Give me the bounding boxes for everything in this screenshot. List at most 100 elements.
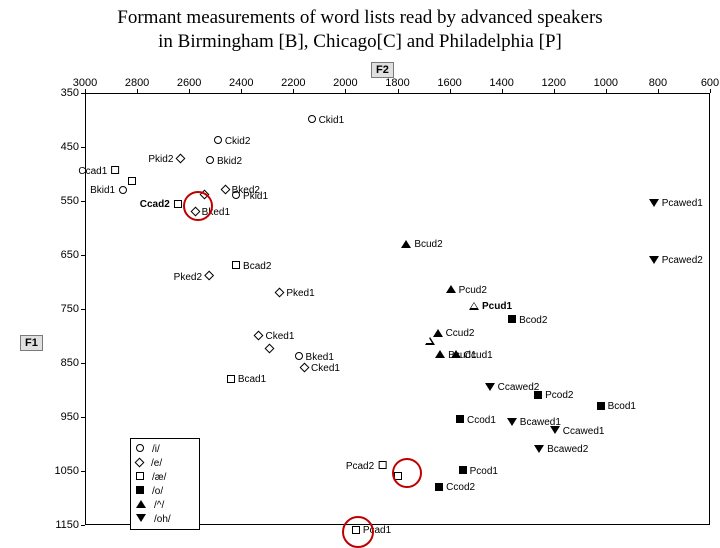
marker-square-solid-icon [459,466,467,474]
x-tick-label: 600 [690,77,720,89]
marker-circle-open-icon [295,352,303,360]
data-point: Pcod1 [459,466,498,476]
data-point: Ccawed2 [485,382,540,392]
marker-diamond-open-icon [176,153,186,163]
point-label: Ccad2 [140,199,170,210]
axis-label-f2: F2 [371,62,394,78]
marker-tri-up-solid-icon [401,240,411,248]
legend-label: /e/ [151,458,162,469]
point-label: Ckid1 [319,115,345,126]
legend-marker-icon [136,444,144,452]
x-tick-label: 2800 [117,77,157,89]
point-label: Bcod1 [608,401,636,412]
legend-item: /^/ [136,498,194,512]
data-point: Cked1 [255,331,294,341]
data-point: Bcod1 [597,401,636,411]
data-point: Pcod2 [534,390,573,400]
marker-diamond-open-icon [205,271,215,281]
data-point: Bcad2 [232,261,271,271]
legend-label: /i/ [152,444,160,455]
data-point: Pked1 [276,288,314,298]
data-point: Ccod1 [456,415,496,425]
data-point: Cked1 [301,363,340,373]
data-point: Ccad1 [78,166,119,176]
marker-circle-open-icon [308,115,316,123]
point-label: Bcawed2 [547,444,588,455]
x-tick-label: 2000 [325,77,365,89]
marker-square-open-icon [232,261,240,269]
point-label: Pcod1 [470,466,498,477]
chart-title: Formant measurements of word lists read … [0,6,720,54]
marker-tri-dn-solid-icon [534,445,544,453]
data-point: Bcod2 [508,315,547,325]
highlight-circle [183,191,213,221]
data-point: Pcud2 [446,285,487,295]
point-label: Bcad2 [243,261,271,272]
marker-square-open-icon [174,200,182,208]
x-tick-label: 1000 [586,77,626,89]
data-point: Pcud1 [469,301,512,311]
point-label: Bcad1 [238,374,266,385]
point-label: Ccawed1 [563,426,605,437]
x-tick-label: 1600 [430,77,470,89]
x-tick-label: 2200 [273,77,313,89]
y-tick-label: 1150 [43,519,79,531]
marker-square-open-icon [111,166,119,174]
y-tick-label: 950 [43,411,79,423]
y-tick-label: 450 [43,141,79,153]
point-label: Pcud1 [482,301,512,312]
marker-tri-dn-solid-icon [507,418,517,426]
marker-tri-up-open-icon [469,302,479,310]
x-tick-label: 1400 [482,77,522,89]
x-tick-label: 1200 [534,77,574,89]
data-point: Pked2 [174,272,213,282]
marker-square-solid-icon [435,483,443,491]
legend-item: /o/ [136,484,194,498]
legend-item: /oh/ [136,512,194,526]
data-point [425,336,438,346]
point-label: Bkid1 [90,185,115,196]
data-point: Pcawed2 [649,255,703,265]
data-point: Ccawed1 [550,426,605,436]
y-tick-label: 650 [43,249,79,261]
marker-tri-dn-solid-icon [550,426,560,434]
legend-label: /o/ [152,486,163,497]
marker-square-solid-icon [456,415,464,423]
marker-tri-up-solid-icon [451,350,461,358]
data-point: Bked1 [295,352,334,362]
marker-circle-open-icon [214,136,222,144]
marker-tri-dn-solid-icon [485,383,495,391]
point-label: Bkid2 [217,156,242,167]
point-label: Bked1 [306,352,334,363]
point-label: Ccud1 [464,350,493,361]
y-tick-label: 750 [43,303,79,315]
point-label: Ckid2 [225,136,251,147]
data-point: Ckid1 [308,115,345,125]
data-point [128,177,139,187]
point-label: Cked1 [265,331,294,342]
highlight-circle [392,458,422,488]
legend-label: /æ/ [152,472,166,483]
marker-square-open-icon [378,461,386,469]
data-point: Pkid2 [148,154,184,164]
data-point [266,345,276,355]
highlight-circle [342,516,374,548]
y-tick-label: 1050 [43,465,79,477]
legend-label: /oh/ [154,514,171,525]
point-label: Pked1 [286,288,314,299]
marker-tri-up-solid-icon [446,285,456,293]
data-point: Ckid2 [214,136,251,146]
marker-square-solid-icon [508,315,516,323]
marker-tri-up-solid-icon [435,350,445,358]
data-point: Bcud2 [401,239,442,249]
data-point: Bcawed2 [534,444,588,454]
point-label: Pkid1 [243,191,268,202]
legend: /i/ /e/ /æ/ /o/ /^/ /oh/ [130,438,200,530]
marker-circle-open-icon [206,156,214,164]
x-tick-label: 1800 [378,77,418,89]
point-label: Bcud2 [414,239,442,250]
data-point: Pcad2 [346,461,386,471]
legend-marker-icon [135,457,145,467]
legend-label: /^/ [154,500,164,511]
legend-item: /i/ [136,442,194,456]
